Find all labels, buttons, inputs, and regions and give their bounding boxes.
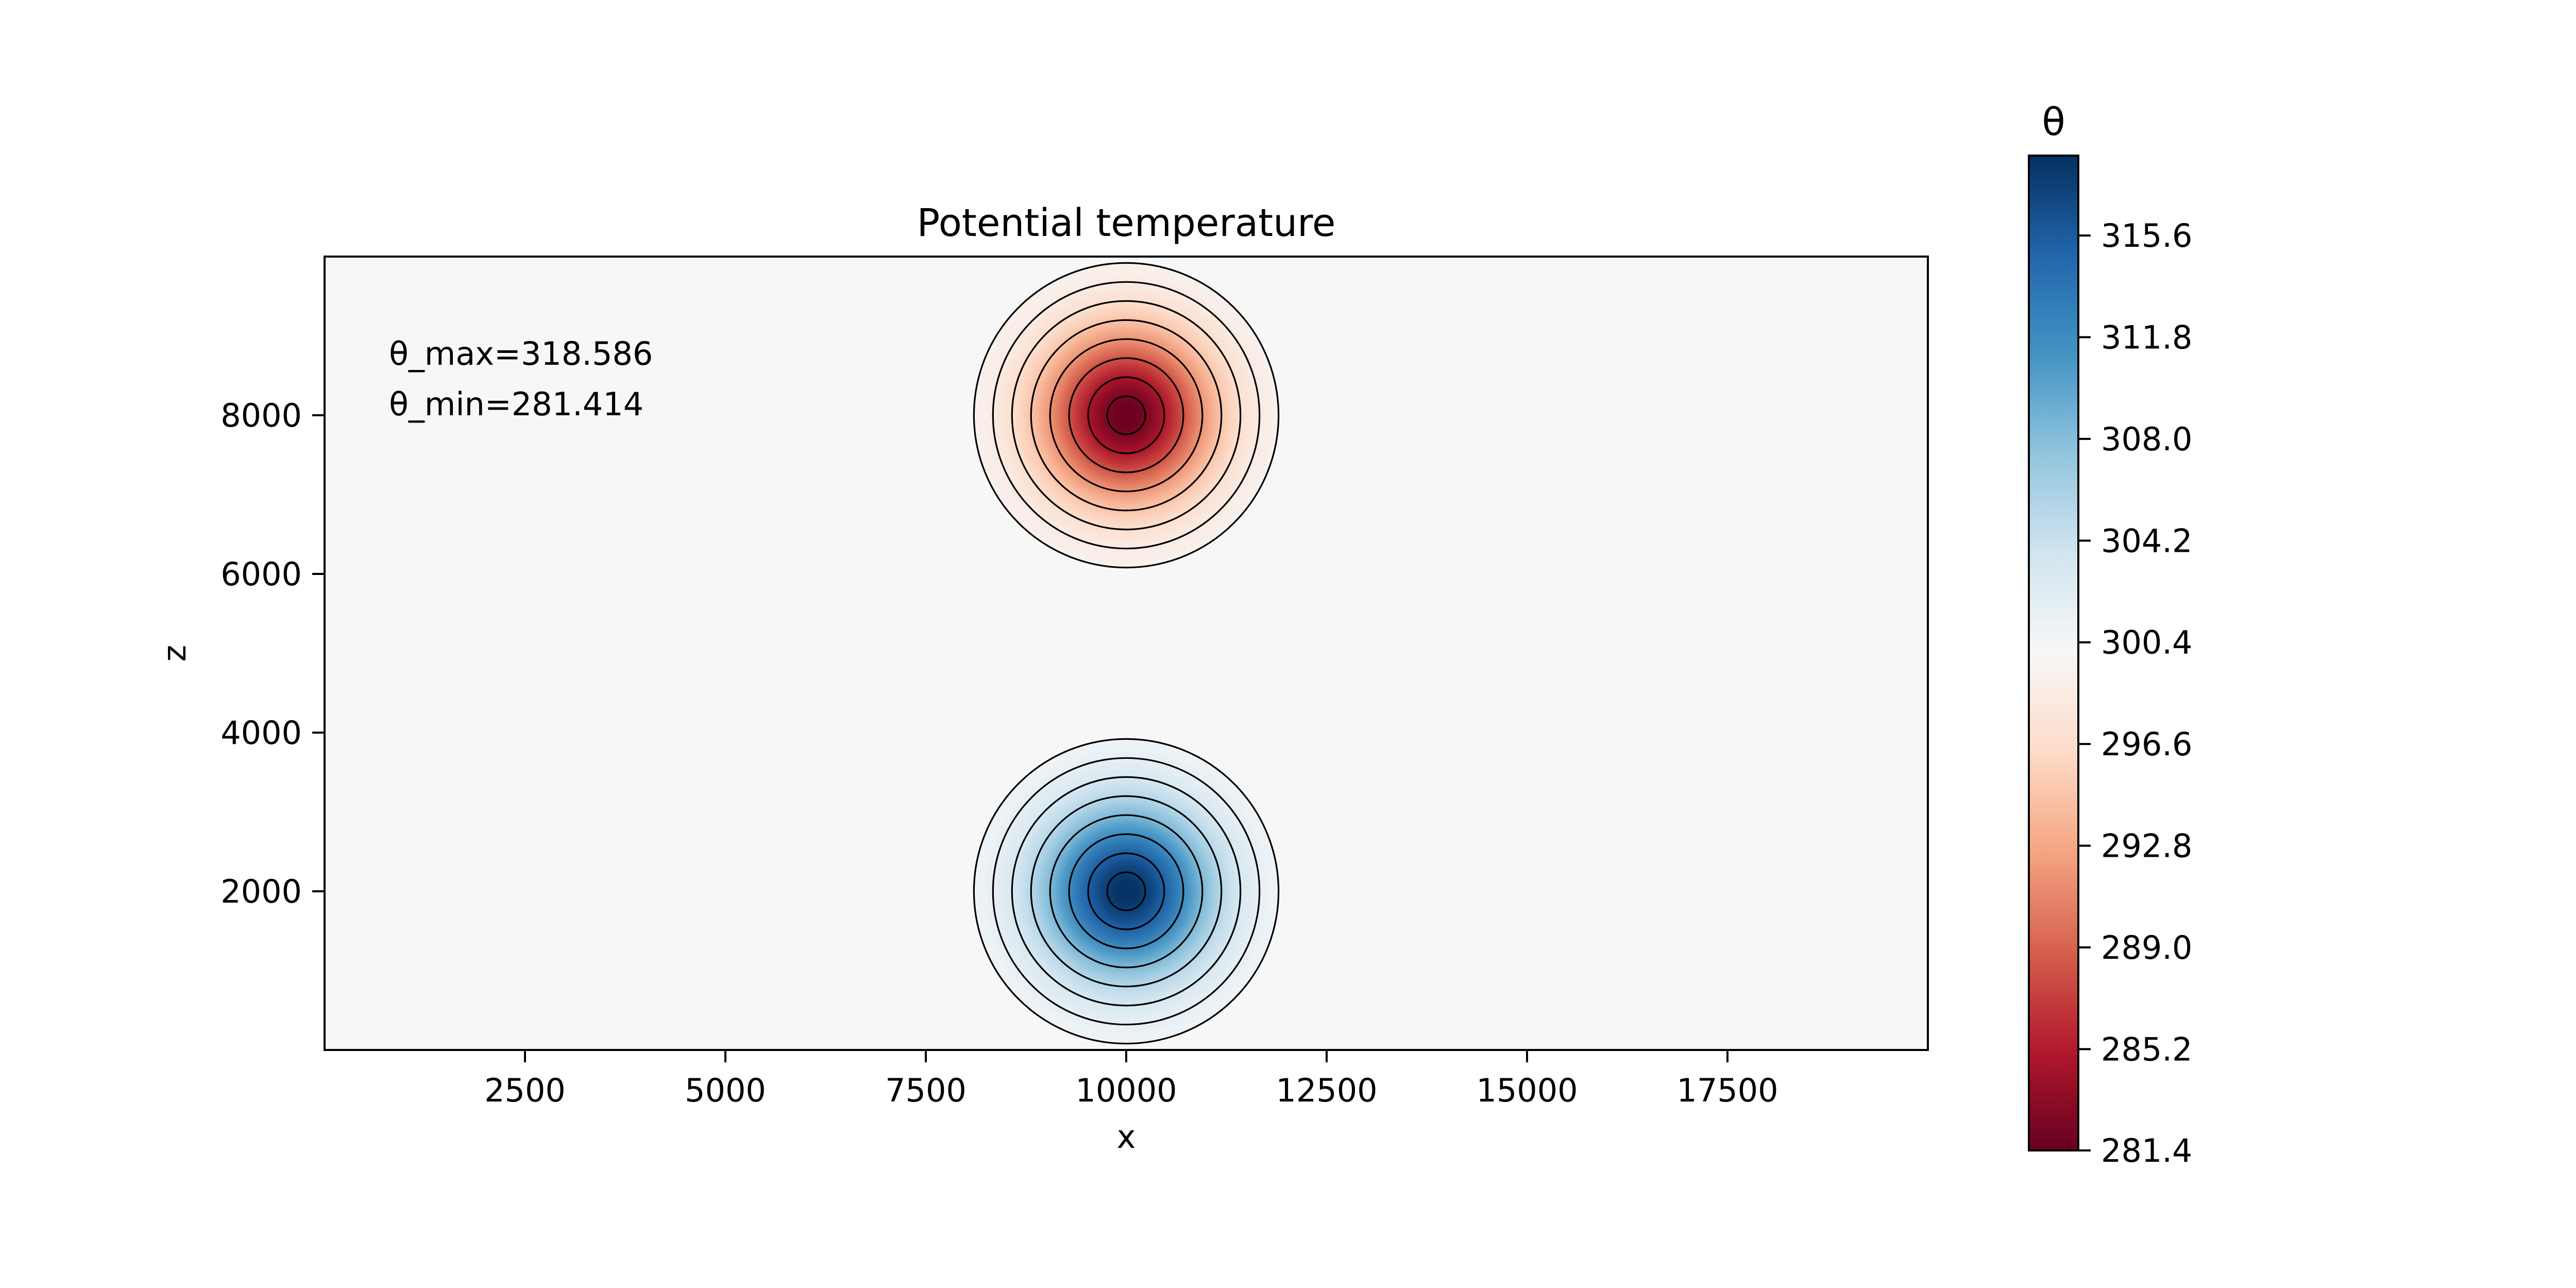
colorbar-tick-label: 296.6: [2101, 725, 2193, 763]
warm-bubble-contour: [1030, 795, 1223, 988]
cold-bubble-contour: [1087, 376, 1165, 454]
warm-bubble-contour: [992, 757, 1261, 1026]
colorbar-ticks: 281.4 285.2 289.0 292.8 296.6 300.4 304.2 308.0…: [2078, 217, 2193, 1170]
x-axis-label: x: [1117, 1118, 1136, 1156]
cold-bubble-contour: [992, 281, 1261, 550]
x-tick-label: 2500: [484, 1072, 566, 1109]
warm-bubble-contour: [973, 738, 1280, 1045]
x-tick-label: 5000: [685, 1072, 766, 1109]
plot-area: [324, 256, 1929, 1051]
warm-bubble-contour: [1068, 833, 1184, 950]
bubbles-layer: [973, 262, 1280, 1045]
colorbar-tick-label: 315.6: [2101, 217, 2193, 255]
x-axis: 2500 5000 7500 10000 12500 15000 17500: [484, 1050, 1778, 1109]
warm-bubble-contour: [1106, 871, 1146, 911]
warm-bubble-contour: [1049, 814, 1204, 969]
x-tick-label: 7500: [885, 1072, 967, 1109]
colorbar-tick-label: 285.2: [2101, 1030, 2193, 1068]
x-tick-label: 15000: [1476, 1072, 1578, 1109]
cold-bubble-fill: [974, 263, 1279, 568]
x-tick-label: 10000: [1075, 1072, 1177, 1109]
y-axis: 2000 4000 6000 8000: [221, 397, 325, 910]
colorbar-label: θ: [2042, 100, 2065, 144]
colorbar-gradient: [2028, 155, 2079, 1151]
y-tick-label: 6000: [221, 555, 302, 593]
colorbar-tick-label: 300.4: [2101, 624, 2193, 662]
colorbar: θ 281.4 285.2 289.0 292.8 296.6 300.4 304.2 308…: [2028, 100, 2193, 1170]
colorbar-tick-label: 292.8: [2101, 827, 2193, 865]
x-tick-label: 12500: [1276, 1072, 1377, 1109]
annotations: θ_max=318.586 θ_min=281.414: [389, 335, 653, 423]
warm-bubble-fill: [974, 739, 1279, 1044]
cold-bubble-contour: [1106, 395, 1146, 435]
colorbar-tick-label: 308.0: [2101, 420, 2193, 458]
colorbar-tick-label: 281.4: [2101, 1132, 2193, 1170]
theta-max-annotation: θ_max=318.586: [389, 335, 653, 372]
chart-title: Potential temperature: [917, 201, 1336, 245]
y-tick-label: 2000: [221, 873, 302, 910]
colorbar-tick-label: 289.0: [2101, 929, 2193, 967]
warm-bubble-contour: [1011, 776, 1242, 1007]
y-axis-label: z: [156, 645, 193, 662]
cold-bubble-contour: [973, 262, 1280, 569]
warm-bubble-contour: [1087, 852, 1165, 930]
cold-bubble-contour: [1011, 300, 1242, 531]
y-tick-label: 4000: [221, 714, 302, 752]
y-tick-label: 8000: [221, 397, 302, 434]
cold-bubble-contour: [1030, 319, 1223, 512]
x-tick-label: 17500: [1676, 1072, 1778, 1109]
colorbar-tick-label: 304.2: [2101, 522, 2193, 560]
cold-bubble-contour: [1049, 338, 1204, 493]
cold-bubble-contour: [1068, 357, 1184, 473]
theta-min-annotation: θ_min=281.414: [389, 385, 643, 423]
colorbar-tick-label: 311.8: [2101, 319, 2193, 357]
